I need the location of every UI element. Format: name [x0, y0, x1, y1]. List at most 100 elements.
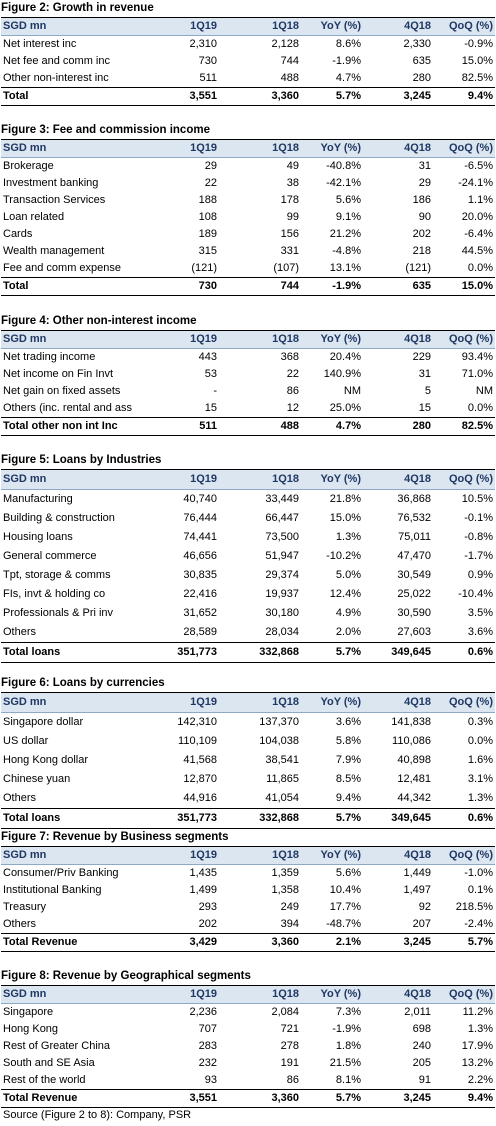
- cell: Total Revenue: [1, 1089, 156, 1108]
- cell: 4Q18: [363, 693, 433, 713]
- cell: 4.7%: [301, 417, 363, 436]
- cell: Manufacturing: [3, 493, 73, 505]
- cell: (121): [405, 262, 431, 274]
- header-row: SGD mn 1Q19 1Q18 YoY (%) 4Q18 QoQ (%): [1, 693, 495, 713]
- cell: 1Q18: [219, 331, 301, 349]
- cell: 3,551: [156, 1089, 219, 1108]
- cell: 3,360: [219, 933, 301, 952]
- cell: 137,370: [259, 716, 299, 728]
- cell: 74,441: [183, 531, 217, 543]
- header-row: SGD mn 1Q19 1Q18 YoY (%) 4Q18 QoQ (%): [1, 18, 495, 36]
- cell: 1Q18: [219, 470, 301, 490]
- header-row: SGD mn 1Q19 1Q18 YoY (%) 4Q18 QoQ (%): [1, 140, 495, 158]
- cell: 40,740: [183, 493, 217, 505]
- cell: 635: [412, 55, 431, 67]
- cell: 29: [204, 160, 217, 172]
- cell: 4.7%: [335, 72, 361, 84]
- cell: 41,568: [183, 754, 217, 766]
- cell: 141,838: [391, 716, 431, 728]
- cell: 27,603: [397, 626, 431, 638]
- cell: -1.9%: [332, 55, 361, 67]
- cell: Others (inc. rental and ass: [3, 402, 133, 414]
- cell: 280: [412, 72, 431, 84]
- cell: 3.5%: [467, 607, 493, 619]
- cell: 5.7%: [433, 933, 495, 952]
- cell: 698: [412, 1023, 431, 1035]
- cell: 3.1%: [467, 773, 493, 785]
- total-row: Total 3,551 3,360 5.7% 3,245 9.4%: [1, 87, 495, 106]
- cell: 15: [418, 402, 431, 414]
- data-row: Investment banking 22 38 -42.1% 29 -24.1%: [1, 175, 495, 192]
- cell: 28,034: [265, 626, 299, 638]
- header-row: SGD mn 1Q19 1Q18 YoY (%) 4Q18 QoQ (%): [1, 847, 495, 865]
- total-row: Total loans 351,773 332,868 5.7% 349,645 0.6%: [1, 808, 495, 829]
- cell: 229: [412, 351, 431, 363]
- cell: 8.6%: [335, 38, 361, 50]
- cell: 7.3%: [335, 1006, 361, 1018]
- data-row: Singapore 2,236 2,084 7.3% 2,011 11.2%: [1, 1004, 495, 1022]
- cell: 443: [198, 351, 217, 363]
- cell: 36,868: [397, 493, 431, 505]
- cell: Net fee and comm inc: [3, 55, 110, 67]
- cell: 4Q18: [363, 18, 433, 36]
- cell: 2,330: [403, 38, 431, 50]
- cell: Others: [3, 626, 37, 638]
- cell: -4.8%: [332, 245, 361, 257]
- cell: 44.5%: [461, 245, 493, 257]
- cell: Others: [3, 792, 37, 804]
- cell: 30,180: [265, 607, 299, 619]
- cell: 707: [198, 1023, 217, 1035]
- cell: 51,947: [265, 550, 299, 562]
- cell: Total loans: [1, 642, 156, 663]
- cell: 744: [219, 277, 301, 296]
- cell: 2.1%: [301, 933, 363, 952]
- cell: 1,435: [189, 867, 217, 879]
- cell: 31: [418, 160, 431, 172]
- cell: 4Q18: [363, 140, 433, 158]
- data-row: Others 202 394 -48.7% 207 -2.4%: [1, 916, 495, 934]
- cell: 368: [280, 351, 299, 363]
- cell: Net gain on fixed assets: [3, 385, 121, 397]
- header-row: SGD mn 1Q19 1Q18 YoY (%) 4Q18 QoQ (%): [1, 470, 495, 490]
- data-table: SGD mn 1Q19 1Q18 YoY (%) 4Q18 QoQ (%) Consumer…: [1, 847, 495, 952]
- cell: 0.9%: [467, 569, 493, 581]
- cell: 1Q19: [156, 693, 219, 713]
- data-row: Fee and comm expense (121) (107) 13.1% (121)…: [1, 260, 495, 278]
- data-row: Treasury 293 249 17.7% 92 218.5%: [1, 899, 495, 916]
- cell: SGD mn: [1, 470, 156, 490]
- cell: 186: [412, 194, 431, 206]
- cell: 2,011: [404, 1006, 431, 1018]
- cell: Fee and comm expense: [3, 262, 122, 274]
- cell: Treasury: [3, 901, 46, 913]
- cell: -10.4%: [458, 588, 493, 600]
- data-row: Housing loans 74,441 73,500 1.3% 75,011 -0.8%: [1, 528, 495, 547]
- cell: 721: [280, 1023, 299, 1035]
- cell: 1,497: [403, 884, 431, 896]
- cell: 12: [286, 402, 299, 414]
- cell: 156: [280, 228, 299, 240]
- cell: 3,360: [219, 1089, 301, 1108]
- cell: Investment banking: [3, 177, 99, 189]
- data-row: General commerce 46,656 51,947 -10.2% 47,470…: [1, 547, 495, 566]
- cell: Cards: [3, 228, 33, 240]
- figure-title: Figure 8: Revenue by Geographical segmen…: [1, 968, 495, 986]
- figure: Figure 7: Revenue by Business segments SG…: [1, 829, 495, 952]
- cell: 73,500: [265, 531, 299, 543]
- data-table: SGD mn 1Q19 1Q18 YoY (%) 4Q18 QoQ (%) Singapor…: [1, 986, 495, 1108]
- cell: Transaction Services: [3, 194, 106, 206]
- data-row: Chinese yuan 12,870 11,865 8.5% 12,481 3.1%: [1, 770, 495, 789]
- cell: 82.5%: [461, 72, 493, 84]
- cell: 207: [412, 918, 431, 930]
- cell: -0.8%: [464, 531, 493, 543]
- cell: 5.8%: [335, 735, 361, 747]
- cell: QoQ (%): [433, 331, 495, 349]
- data-row: Consumer/Priv Banking 1,435 1,359 5.6% 1,449…: [1, 865, 495, 883]
- cell: 53: [204, 368, 217, 380]
- cell: 9.4%: [433, 1089, 495, 1108]
- cell: QoQ (%): [433, 140, 495, 158]
- cell: 4Q18: [363, 986, 433, 1004]
- cell: 1Q19: [156, 18, 219, 36]
- cell: Singapore: [3, 1006, 54, 1018]
- data-row: Net fee and comm inc 730 744 -1.9% 635 15.0%: [1, 53, 495, 70]
- data-table: SGD mn 1Q19 1Q18 YoY (%) 4Q18 QoQ (%) Net inte…: [1, 18, 495, 106]
